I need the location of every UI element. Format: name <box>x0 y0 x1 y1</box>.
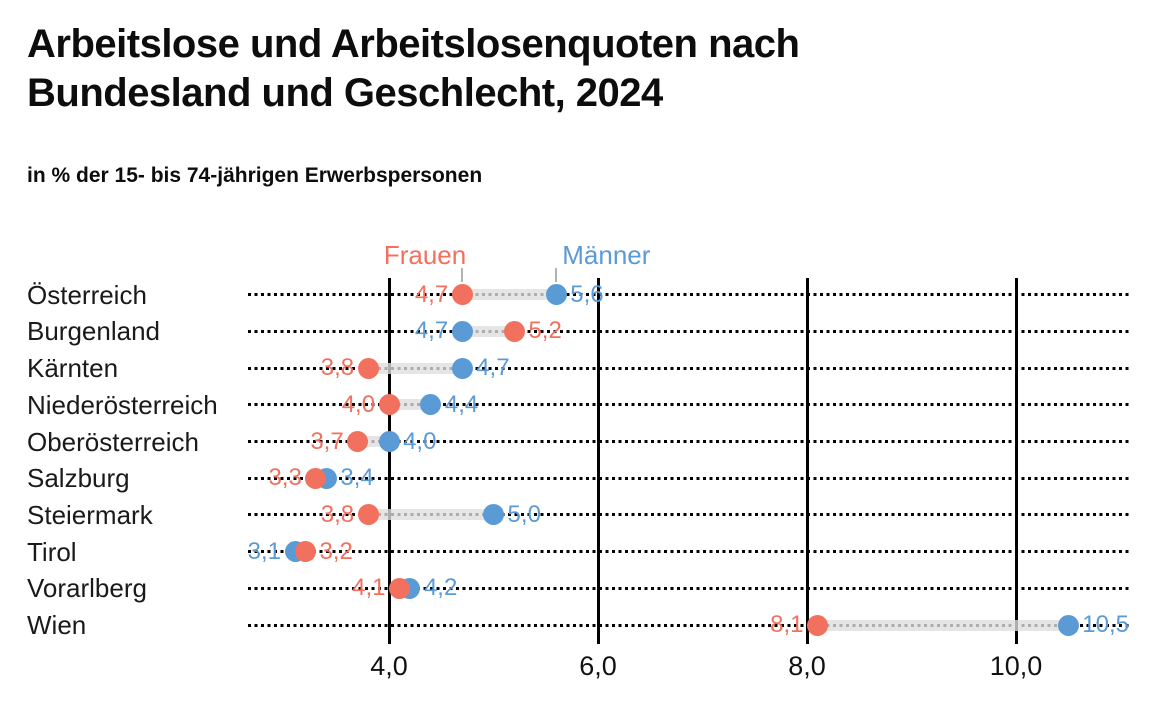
value-label-maenner: 4,2 <box>423 574 458 602</box>
row-dotted-line <box>248 293 1132 297</box>
value-label-frauen: 3,7 <box>310 427 344 455</box>
chart-subtitle: in % der 15- bis 74-jährigen Erwerbspers… <box>27 164 483 187</box>
value-label-frauen: 5,2 <box>528 317 562 345</box>
legend-leader-maenner <box>555 268 558 282</box>
dot-frauen <box>294 541 316 563</box>
x-tick-label: 10,0 <box>989 651 1043 681</box>
row-dotted-line <box>248 440 1132 443</box>
dot-frauen <box>357 504 379 526</box>
x-tick-label: 8,0 <box>788 651 826 681</box>
row-dotted-line <box>248 329 1132 333</box>
value-label-frauen: 3,2 <box>319 537 353 565</box>
category-label: Oberösterreich <box>27 426 199 457</box>
value-label-frauen: 4,1 <box>352 574 386 602</box>
dot-maenner <box>1057 614 1079 636</box>
dot-frauen <box>378 394 400 416</box>
category-label: Burgenland <box>27 316 160 347</box>
legend-maenner-label: Männer <box>562 240 651 270</box>
value-label-maenner: 4,4 <box>444 390 479 418</box>
row-dotted-line <box>248 586 1132 590</box>
value-label-maenner: 5,6 <box>570 280 604 308</box>
row-dotted-line <box>248 623 1132 627</box>
value-label-frauen: 4,0 <box>341 390 376 418</box>
value-label-frauen: 4,7 <box>414 280 449 308</box>
x-gridline <box>596 278 600 644</box>
row-dotted-line <box>248 366 1132 370</box>
dot-frauen <box>451 284 473 306</box>
x-tick-label: 6,0 <box>579 651 617 681</box>
connector-band <box>368 362 463 374</box>
value-label-maenner: 5,0 <box>507 500 541 528</box>
dot-frauen <box>389 577 410 599</box>
dot-maenner <box>545 284 567 306</box>
category-label: Niederösterreich <box>27 389 218 420</box>
connector-band <box>462 289 557 301</box>
row-dotted-line <box>248 513 1132 517</box>
value-label-maenner: 3,4 <box>340 464 374 492</box>
legend-leader-frauen <box>461 268 464 282</box>
category-label: Vorarlberg <box>27 573 147 604</box>
legend-frauen-label: Frauen <box>383 240 467 270</box>
dot-maenner <box>451 357 473 379</box>
connector-band <box>357 436 390 447</box>
dot-frauen <box>357 357 379 379</box>
row-dotted-line <box>248 403 1132 407</box>
x-gridline <box>805 278 809 644</box>
dot-frauen <box>305 467 327 489</box>
dot-frauen <box>503 320 525 342</box>
value-label-maenner: 4,0 <box>403 427 437 455</box>
row-dotted-line <box>248 476 1132 480</box>
connector-band <box>368 509 494 521</box>
connector-band <box>462 325 515 337</box>
value-label-maenner: 4,7 <box>476 354 510 382</box>
category-label: Steiermark <box>27 499 153 530</box>
dot-maenner <box>483 504 505 526</box>
category-label: Salzburg <box>27 463 130 494</box>
dot-maenner <box>420 394 442 416</box>
x-gridline <box>1014 278 1018 644</box>
value-label-maenner: 4,7 <box>414 317 449 345</box>
x-tick-label: 4,0 <box>370 651 408 681</box>
value-label-maenner: 3,1 <box>247 537 282 565</box>
dot-maenner <box>378 431 400 452</box>
value-label-frauen: 3,3 <box>268 464 302 492</box>
connector-band <box>389 399 431 411</box>
category-label: Tirol <box>27 536 77 567</box>
value-label-frauen: 3,8 <box>320 500 355 528</box>
chart-title: Arbeitslose und Arbeitslosenquoten nach … <box>27 22 800 116</box>
category-label: Kärnten <box>27 353 119 384</box>
dot-frauen <box>806 614 828 636</box>
connector-band <box>817 619 1069 631</box>
row-dotted-line <box>248 550 1132 554</box>
value-label-maenner: 10,5 <box>1082 611 1129 638</box>
x-gridline <box>387 278 391 644</box>
value-label-frauen: 3,8 <box>320 354 355 382</box>
category-label: Wien <box>27 610 87 640</box>
value-label-frauen: 8,1 <box>770 611 804 638</box>
dot-maenner <box>451 320 473 342</box>
dot-frauen <box>347 431 369 452</box>
category-label: Österreich <box>27 279 147 310</box>
